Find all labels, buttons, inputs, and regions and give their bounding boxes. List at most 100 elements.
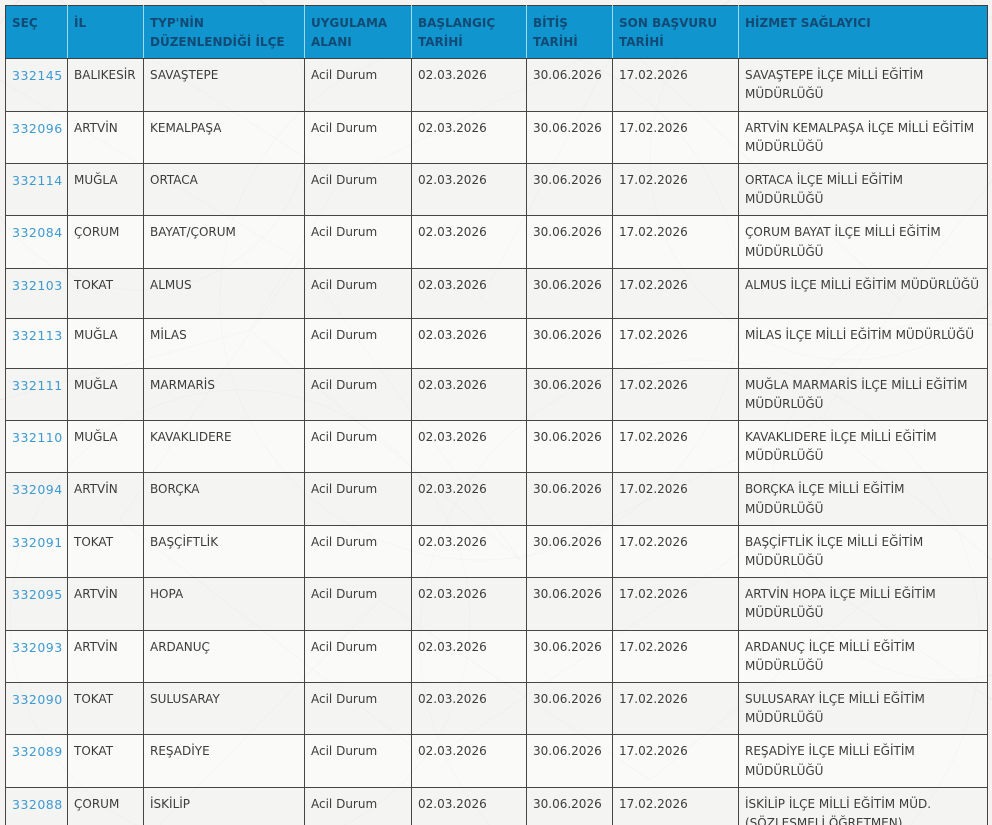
cell-il: BALIKESİR	[67, 58, 144, 112]
table-row: 332145 BALIKESİR SAVAŞTEPE Acil Durum 02…	[5, 58, 988, 112]
cell-alan: Acil Durum	[304, 734, 412, 788]
cell-sec: 332090	[5, 681, 68, 736]
cell-saglayici: ALMUS İLÇE MİLLİ EĞİTİM MÜDÜRLÜĞÜ	[738, 267, 988, 319]
listing-id-link[interactable]: 332088	[12, 796, 63, 812]
listing-id-link[interactable]: 332089	[12, 744, 63, 760]
cell-ilce: BORÇKA	[143, 472, 305, 526]
table-row: 332110 MUĞLA KAVAKLIDERE Acil Durum 02.0…	[5, 420, 988, 474]
cell-il: ARTVİN	[67, 472, 144, 526]
cell-ilce: REŞADİYE	[143, 734, 305, 788]
cell-bitis: 30.06.2026	[526, 420, 613, 474]
cell-bitis: 30.06.2026	[526, 472, 613, 526]
listing-id-link[interactable]: 332084	[12, 225, 63, 241]
listing-id-link[interactable]: 332145	[12, 68, 63, 84]
table-row: 332088 ÇORUM İSKİLİP Acil Durum 02.03.20…	[5, 786, 988, 825]
cell-baslangic: 02.03.2026	[411, 786, 527, 825]
cell-alan: Acil Durum	[304, 110, 412, 164]
cell-son: 17.02.2026	[612, 317, 739, 369]
cell-bitis: 30.06.2026	[526, 524, 613, 579]
cell-alan: Acil Durum	[304, 786, 412, 825]
column-header-baslangic: BAŞLANGIÇ TARİHİ	[411, 4, 527, 60]
listing-id-link[interactable]: 332111	[12, 377, 63, 393]
cell-ilce: SAVAŞTEPE	[143, 58, 305, 112]
cell-baslangic: 02.03.2026	[411, 472, 527, 526]
listing-id-link[interactable]: 332113	[12, 327, 63, 343]
listing-id-link[interactable]: 332094	[12, 482, 63, 498]
table-header: SEÇ İL TYP'NİN DÜZENLENDİĞİ İLÇE UYGULAM…	[5, 4, 988, 60]
cell-baslangic: 02.03.2026	[411, 524, 527, 579]
table-row: 332089 TOKAT REŞADİYE Acil Durum 02.03.2…	[5, 734, 988, 788]
cell-il: ÇORUM	[67, 215, 144, 269]
column-header-son: SON BAŞVURU TARİHİ	[612, 4, 739, 60]
header-row: SEÇ İL TYP'NİN DÜZENLENDİĞİ İLÇE UYGULAM…	[5, 4, 988, 60]
column-header-il: İL	[67, 4, 144, 60]
listing-id-link[interactable]: 332114	[12, 172, 63, 188]
cell-ilce: SULUSARAY	[143, 681, 305, 736]
listings-table: SEÇ İL TYP'NİN DÜZENLENDİĞİ İLÇE UYGULAM…	[5, 4, 988, 825]
cell-sec: 332091	[5, 524, 68, 579]
cell-alan: Acil Durum	[304, 58, 412, 112]
cell-sec: 332096	[5, 110, 68, 164]
cell-baslangic: 02.03.2026	[411, 58, 527, 112]
cell-bitis: 30.06.2026	[526, 317, 613, 369]
cell-alan: Acil Durum	[304, 215, 412, 269]
cell-son: 17.02.2026	[612, 162, 739, 217]
cell-saglayici: REŞADİYE İLÇE MİLLİ EĞİTİM MÜDÜRLÜĞÜ	[738, 734, 988, 788]
cell-saglayici: MİLAS İLÇE MİLLİ EĞİTİM MÜDÜRLÜĞÜ	[738, 317, 988, 369]
listing-id-link[interactable]: 332110	[12, 430, 63, 446]
cell-son: 17.02.2026	[612, 681, 739, 736]
cell-alan: Acil Durum	[304, 472, 412, 526]
cell-baslangic: 02.03.2026	[411, 629, 527, 683]
cell-baslangic: 02.03.2026	[411, 162, 527, 217]
cell-saglayici: ÇORUM BAYAT İLÇE MİLLİ EĞİTİM MÜDÜRLÜĞÜ	[738, 215, 988, 269]
cell-son: 17.02.2026	[612, 734, 739, 788]
cell-baslangic: 02.03.2026	[411, 110, 527, 164]
cell-ilce: HOPA	[143, 577, 305, 631]
table-row: 332093 ARTVİN ARDANUÇ Acil Durum 02.03.2…	[5, 629, 988, 683]
cell-il: TOKAT	[67, 681, 144, 736]
cell-sec: 332095	[5, 577, 68, 631]
cell-sec: 332093	[5, 629, 68, 683]
cell-il: ÇORUM	[67, 786, 144, 825]
listing-id-link[interactable]: 332090	[12, 691, 63, 707]
cell-saglayici: BORÇKA İLÇE MİLLİ EĞİTİM MÜDÜRLÜĞÜ	[738, 472, 988, 526]
cell-sec: 332094	[5, 472, 68, 526]
listing-id-link[interactable]: 332093	[12, 639, 63, 655]
cell-il: MUĞLA	[67, 317, 144, 369]
column-header-saglayici: HİZMET SAĞLAYICI	[738, 4, 988, 60]
cell-bitis: 30.06.2026	[526, 734, 613, 788]
cell-saglayici: ORTACA İLÇE MİLLİ EĞİTİM MÜDÜRLÜĞÜ	[738, 162, 988, 217]
cell-sec: 332114	[5, 162, 68, 217]
cell-ilce: MİLAS	[143, 317, 305, 369]
listing-id-link[interactable]: 332096	[12, 120, 63, 136]
cell-ilce: İSKİLİP	[143, 786, 305, 825]
cell-son: 17.02.2026	[612, 629, 739, 683]
cell-son: 17.02.2026	[612, 110, 739, 164]
table-row: 332113 MUĞLA MİLAS Acil Durum 02.03.2026…	[5, 317, 988, 369]
listing-id-link[interactable]: 332103	[12, 277, 63, 293]
cell-baslangic: 02.03.2026	[411, 317, 527, 369]
cell-saglayici: MUĞLA MARMARİS İLÇE MİLLİ EĞİTİM MÜDÜRLÜ…	[738, 367, 988, 422]
listing-id-link[interactable]: 332091	[12, 534, 63, 550]
cell-alan: Acil Durum	[304, 577, 412, 631]
cell-bitis: 30.06.2026	[526, 577, 613, 631]
table-row: 332090 TOKAT SULUSARAY Acil Durum 02.03.…	[5, 681, 988, 736]
cell-sec: 332084	[5, 215, 68, 269]
cell-il: TOKAT	[67, 524, 144, 579]
table-row: 332094 ARTVİN BORÇKA Acil Durum 02.03.20…	[5, 472, 988, 526]
cell-bitis: 30.06.2026	[526, 629, 613, 683]
cell-bitis: 30.06.2026	[526, 110, 613, 164]
cell-bitis: 30.06.2026	[526, 267, 613, 319]
cell-saglayici: KAVAKLIDERE İLÇE MİLLİ EĞİTİM MÜDÜRLÜĞÜ	[738, 420, 988, 474]
cell-alan: Acil Durum	[304, 267, 412, 319]
cell-sec: 332113	[5, 317, 68, 369]
cell-ilce: MARMARİS	[143, 367, 305, 422]
cell-son: 17.02.2026	[612, 267, 739, 319]
listing-id-link[interactable]: 332095	[12, 587, 63, 603]
table-row: 332091 TOKAT BAŞÇİFTLİK Acil Durum 02.03…	[5, 524, 988, 579]
cell-son: 17.02.2026	[612, 367, 739, 422]
cell-sec: 332089	[5, 734, 68, 788]
cell-il: ARTVİN	[67, 110, 144, 164]
cell-bitis: 30.06.2026	[526, 367, 613, 422]
cell-sec: 332111	[5, 367, 68, 422]
